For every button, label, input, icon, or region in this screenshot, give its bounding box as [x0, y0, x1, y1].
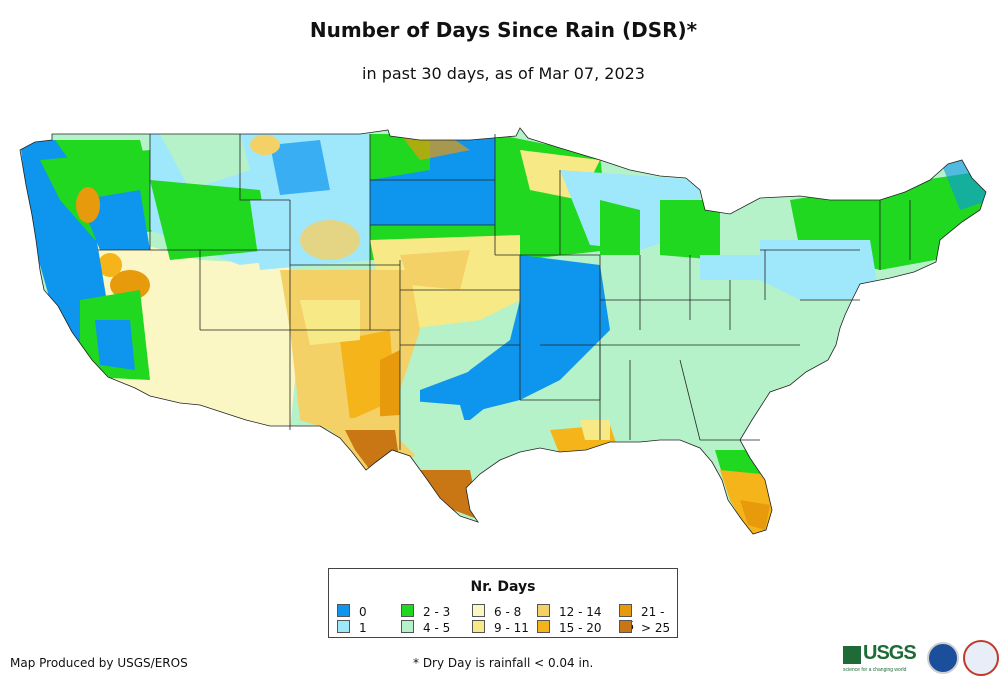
- legend: Nr. Days 0 1 2 - 3 4 - 5 6 - 8 9 - 11 12 - 14 1…: [328, 568, 678, 638]
- legend-title: Nr. Days: [470, 579, 536, 595]
- legend-label: 9 - 11: [494, 621, 529, 635]
- dsr-color-fill: [20, 128, 986, 534]
- nws-logo: [963, 640, 999, 676]
- legend-item: 6 - 8: [472, 604, 522, 619]
- legend-swatch: [472, 604, 485, 617]
- legend-swatch: [337, 604, 350, 617]
- legend-item: > 25: [619, 620, 671, 635]
- legend-label: 12 - 14: [559, 605, 602, 619]
- legend-item: 0: [337, 604, 367, 619]
- agency-logos: USGS science for a changing world: [843, 640, 1003, 680]
- map-subtitle: in past 30 days, as of Mar 07, 2023: [362, 64, 645, 83]
- legend-label: 1: [359, 621, 367, 635]
- legend-swatch: [337, 620, 350, 633]
- legend-label: > 25: [641, 621, 671, 635]
- legend-label: 15 - 20: [559, 621, 602, 635]
- legend-label: 0: [359, 605, 367, 619]
- map-title: Number of Days Since Rain (DSR)*: [309, 18, 698, 42]
- dry-day-footnote: * Dry Day is rainfall < 0.04 in.: [413, 656, 594, 670]
- legend-item: 21 - 25: [619, 604, 677, 633]
- legend-swatch: [619, 620, 632, 633]
- map-credit: Map Produced by USGS/EROS: [10, 656, 188, 670]
- legend-item: 15 - 20: [537, 620, 602, 635]
- legend-label: 4 - 5: [423, 621, 451, 635]
- noaa-logo: [927, 642, 959, 674]
- legend-label: 2 - 3: [423, 605, 451, 619]
- state-boundaries: [19, 127, 987, 535]
- legend-swatch: [401, 620, 414, 633]
- legend-item: 1: [337, 620, 367, 635]
- legend-label: 6 - 8: [494, 605, 522, 619]
- legend-swatch: [537, 620, 550, 633]
- usgs-tagline: science for a changing world: [843, 667, 907, 673]
- legend-item: 4 - 5: [401, 620, 451, 635]
- usgs-logo-text: USGS: [863, 642, 917, 664]
- legend-item: 9 - 11: [472, 620, 529, 635]
- legend-swatch: [619, 604, 632, 617]
- legend-swatch: [401, 604, 414, 617]
- legend-swatch: [472, 620, 485, 633]
- legend-item: 12 - 14: [537, 604, 602, 619]
- legend-item: 2 - 3: [401, 604, 451, 619]
- usgs-wave-icon: [843, 646, 861, 664]
- legend-swatch: [537, 604, 550, 617]
